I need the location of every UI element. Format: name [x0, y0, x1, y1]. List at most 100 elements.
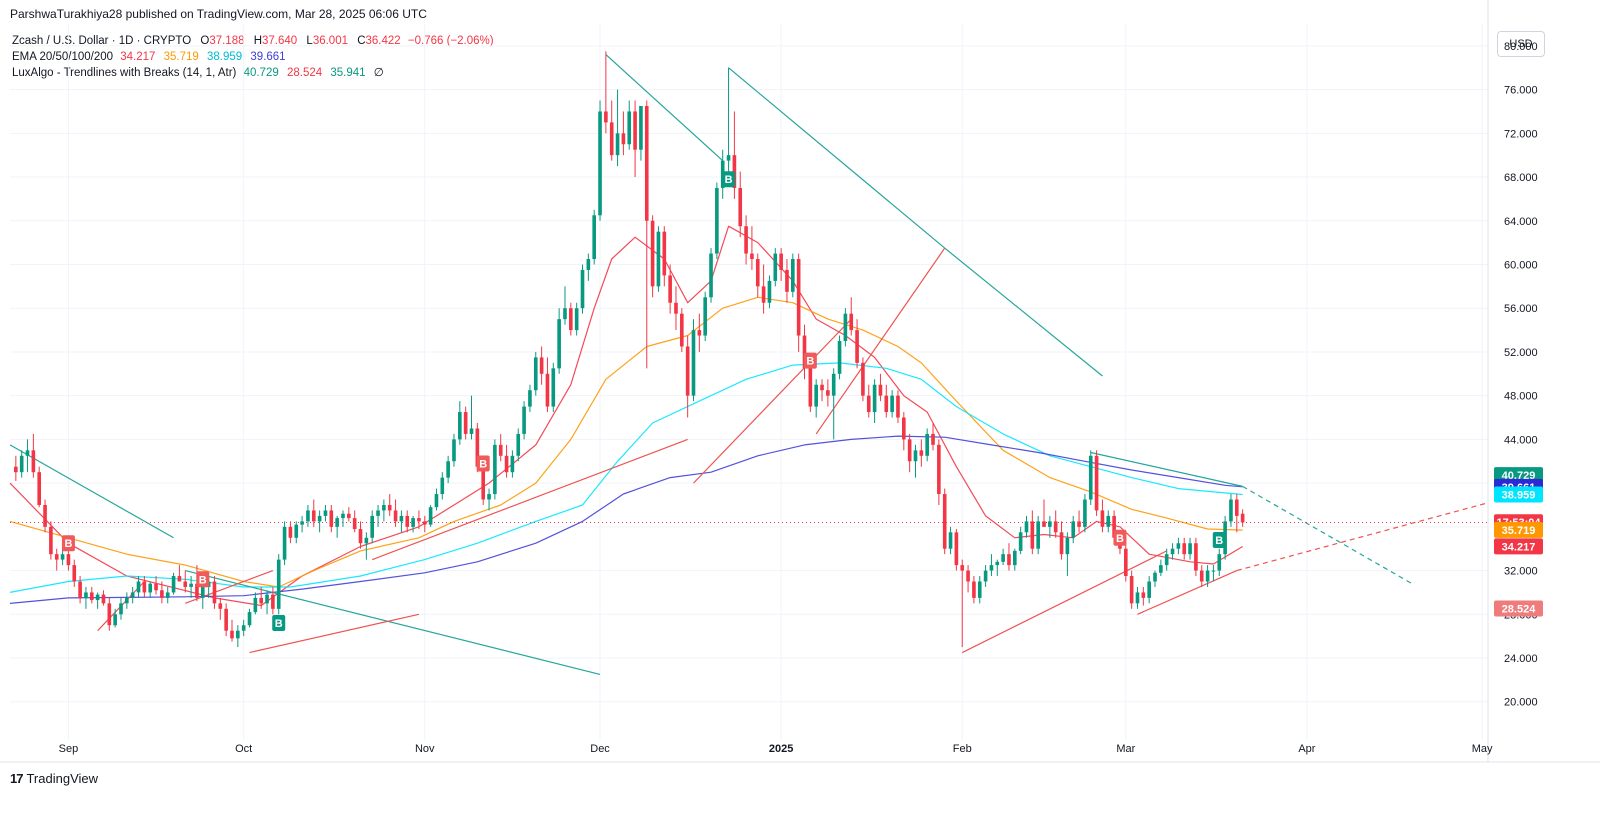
candle-up	[843, 308, 848, 347]
candle-body	[528, 390, 532, 407]
candle-up	[516, 428, 521, 462]
price-tag: 28.524	[1494, 600, 1543, 617]
lux-empty-value: ∅	[373, 67, 384, 79]
candle-body	[1164, 554, 1169, 566]
candle-up	[1170, 543, 1175, 560]
trendline-down	[605, 54, 724, 162]
price-tick-label: 72.000	[1504, 128, 1538, 140]
candle-up	[434, 488, 439, 511]
candle-body	[680, 313, 684, 347]
break-marker-label: B	[1215, 535, 1223, 547]
candle-body	[440, 477, 445, 495]
candle-body	[557, 319, 561, 369]
candle-down	[101, 590, 106, 606]
candle-up	[837, 335, 842, 380]
candle-down	[78, 576, 82, 604]
candle-body	[662, 231, 667, 276]
publisher-line: ParshwaTurakhiya28 published on TradingV…	[10, 7, 427, 21]
candle-down	[937, 439, 941, 505]
candle-body	[89, 592, 94, 601]
candle-down	[744, 215, 748, 265]
candle-body	[335, 518, 339, 527]
ohlc-low: L36.001	[306, 35, 348, 47]
candle-up	[253, 592, 258, 615]
candle-up	[656, 226, 661, 292]
candle-body	[627, 111, 632, 145]
candle-body	[142, 581, 147, 593]
candle-body	[1036, 521, 1040, 549]
ema100-line	[9, 362, 1243, 593]
candle-up	[767, 275, 772, 309]
price-tag-text: 34.217	[1502, 541, 1536, 553]
symbol-row[interactable]: Zcash / U.S. Dollar · 1D · CRYPTO O37.18…	[12, 33, 498, 49]
candle-down	[942, 488, 947, 555]
candle-down	[212, 576, 217, 609]
candle-body	[1065, 537, 1070, 555]
candle-up	[977, 576, 982, 604]
candle-down	[504, 444, 509, 478]
break-marker-label: B	[64, 538, 72, 550]
candle-body	[54, 554, 59, 560]
time-tick-label: Apr	[1298, 743, 1315, 755]
price-tick-label: 76.000	[1504, 85, 1538, 97]
candle-body	[49, 526, 53, 555]
candle-body	[364, 537, 369, 544]
candle-up	[691, 319, 696, 402]
trendline-up	[371, 438, 688, 561]
candle-body	[592, 215, 597, 260]
price-tag-text: 35.719	[1502, 525, 1536, 537]
candle-up	[376, 504, 380, 527]
candle-body	[726, 155, 731, 161]
price-tag-box	[1494, 538, 1543, 555]
candle-body	[119, 603, 123, 615]
footer-brand[interactable]: 17 TradingView	[10, 771, 98, 786]
candle-down	[347, 507, 351, 522]
candle-body	[347, 513, 351, 519]
break-marker-label: B	[275, 618, 283, 630]
candle-down	[861, 357, 865, 402]
ema20-value: 34.217	[120, 51, 156, 63]
candles	[14, 51, 1245, 648]
candle-up	[703, 291, 707, 342]
candle-body	[317, 515, 322, 522]
candle-down	[154, 576, 158, 595]
candle-down	[539, 346, 544, 385]
break-marker-down: B	[476, 455, 490, 472]
candle-body	[791, 259, 795, 292]
candle-down	[1123, 543, 1128, 582]
candle-body	[1088, 455, 1093, 500]
candle-down	[820, 379, 824, 402]
candle-up	[364, 532, 369, 560]
candle-body	[831, 373, 836, 396]
candle-down	[1240, 509, 1245, 527]
price-axis: 80.000 76.000 72.000 68.000 64.000 60.000 56.0…	[1494, 41, 1543, 709]
candle-body	[66, 554, 71, 566]
candle-body	[983, 570, 988, 582]
ema-label: EMA 20/50/100/200	[12, 51, 114, 63]
candle-up	[791, 253, 795, 298]
currency-button[interactable]: USD	[1497, 31, 1545, 57]
price-tag: 34.217	[1494, 538, 1543, 555]
candle-body	[1112, 515, 1116, 538]
candle-down	[177, 565, 182, 582]
ema-row[interactable]: EMA 20/50/100/200 34.217 35.719 38.959 3…	[12, 49, 498, 65]
candle-up	[323, 504, 328, 522]
price-tag-box	[1494, 486, 1543, 503]
candle-body	[901, 417, 906, 440]
candle-body	[913, 450, 918, 462]
candle-up	[452, 433, 456, 467]
candle-body	[1123, 548, 1128, 577]
candle-body	[1129, 576, 1134, 604]
price-tag: 35.719	[1494, 521, 1543, 538]
candle-body	[1229, 499, 1233, 522]
candle-down	[1141, 586, 1146, 606]
candle-body	[814, 384, 818, 407]
candle-up	[440, 472, 445, 500]
candle-body	[171, 576, 176, 593]
candle-body	[358, 529, 363, 544]
candle-up	[1217, 548, 1222, 577]
price-tick-label: 24.000	[1504, 653, 1538, 665]
candle-body	[703, 297, 707, 336]
candle-body	[919, 450, 924, 456]
